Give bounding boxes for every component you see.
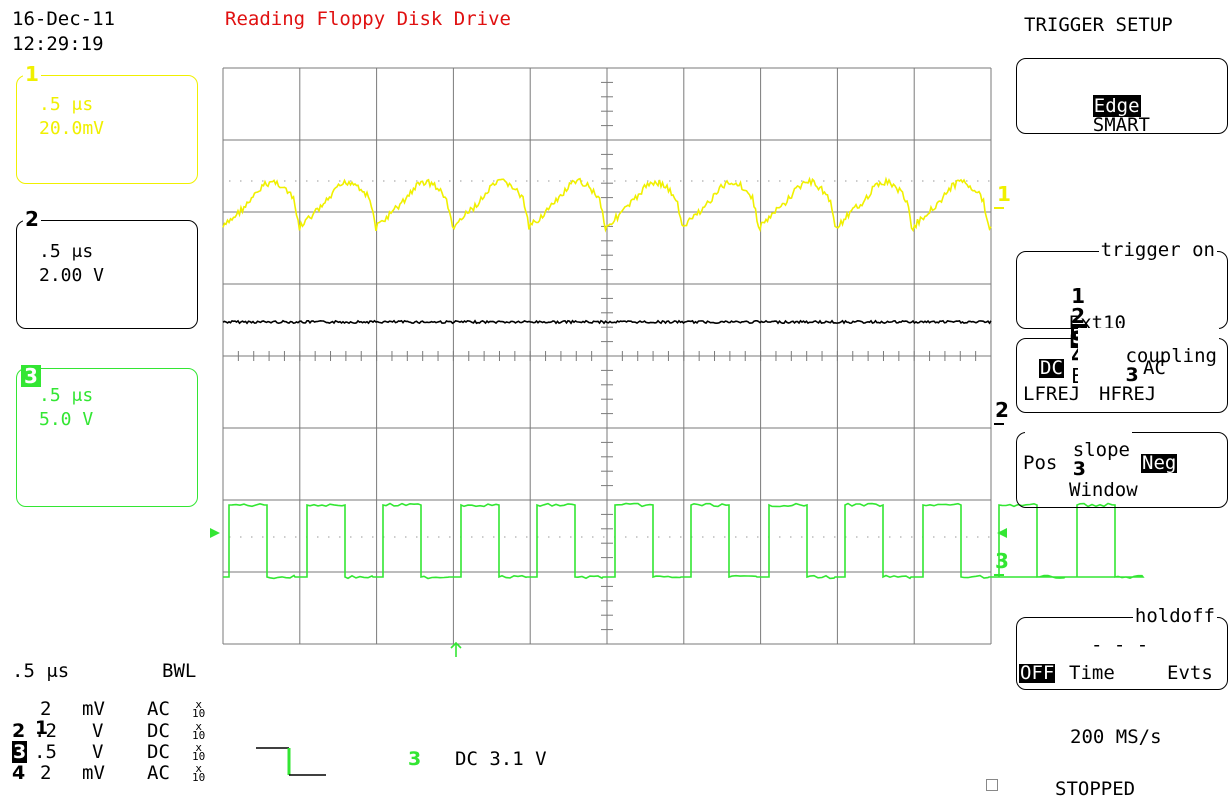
sample-rate: 200 MS/s [1070, 726, 1162, 748]
trigger-level-right-arrow [997, 528, 1007, 538]
date-label: 16-Dec-11 [12, 8, 115, 30]
trace-marker-1-line [994, 207, 1004, 209]
graticule-grid [222, 67, 992, 645]
coupling-channel: 3 [1125, 364, 1139, 386]
footer-ch-probe: x 10 [192, 762, 206, 784]
trace-marker-1: 1 [997, 182, 1011, 206]
channel-1-volts: 20.0mV [39, 118, 105, 139]
coupling-ac-option[interactable]: AC [1143, 357, 1166, 379]
trigger-source-title: trigger on [1098, 239, 1217, 261]
footer-ch-val: 2 [40, 762, 52, 784]
holdoff-value: - - - [1091, 634, 1149, 656]
slope-channel: 3 [1072, 458, 1086, 480]
footer-ch-unit: V [92, 741, 104, 763]
footer-ch-coupling: AC [147, 762, 170, 784]
trigger-source-menu[interactable]: trigger on 1 2 3 4 Ext Ext10 Line [1016, 241, 1228, 386]
footer-ch-probe: x 10 [192, 720, 206, 742]
footer-ch-probe: x 10 [192, 741, 206, 763]
coupling-lfrej-option[interactable]: LFREJ [1023, 383, 1081, 405]
footer-ch-val: 2 [40, 698, 52, 720]
channel-2-volts: 2.00 V [39, 265, 105, 286]
trace-marker-3: 3 [995, 549, 1009, 573]
footer-timebase: .5 μs [12, 660, 70, 682]
slope-title: slope [1072, 439, 1130, 461]
channel-3-volts: 5.0 V [39, 409, 94, 430]
channel-2-box[interactable]: 2 .5 μs 2.00 V [16, 209, 198, 329]
bwl-label: BWL [162, 660, 197, 682]
slope-menu[interactable]: slope 3 Pos Neg Window [1016, 422, 1228, 508]
slope-neg-option[interactable]: Neg [1141, 452, 1178, 474]
trace-marker-2-line [994, 423, 1004, 425]
source-2[interactable]: 2 [1071, 304, 1086, 328]
acquisition-status-checkbox [986, 779, 998, 791]
footer-ch-probe: x 10 [192, 698, 206, 720]
source-ext10[interactable]: Ext10 [1068, 312, 1126, 334]
trace-marker-3-line [994, 574, 1004, 576]
channel-3-timebase: .5 μs [39, 385, 94, 406]
channel-1-number: 1 [23, 62, 41, 86]
trigger-position-arrow [450, 641, 462, 657]
trigger-slope-icon [256, 747, 326, 776]
waveform-title: Reading Floppy Disk Drive [225, 8, 511, 30]
footer-ch-num: 3 [12, 741, 28, 763]
holdoff-off-option[interactable]: OFF [1019, 662, 1056, 684]
trace-channel-1 [222, 176, 992, 233]
trace-channel-3 [223, 502, 1145, 580]
footer-trigger-channel: 3 [408, 748, 422, 770]
footer-ch-coupling: AC [147, 698, 170, 720]
source-1[interactable]: 1 [1071, 284, 1086, 308]
holdoff-evts-option[interactable]: Evts [1167, 662, 1213, 684]
time-label: 12:29:19 [12, 33, 104, 55]
trigger-level-left-arrow [210, 528, 220, 538]
footer-ch-num: 1 [34, 717, 49, 739]
coupling-hfrej-option[interactable]: HFREJ [1099, 383, 1157, 405]
channel-2-number: 2 [23, 207, 41, 231]
footer-ch-val: .5 [34, 741, 57, 763]
trace-channel-2 [222, 319, 992, 325]
smart-option[interactable]: SMART [1092, 114, 1150, 136]
channel-3-box[interactable]: 3 .5 μs 5.0 V [16, 365, 198, 507]
menu-title: TRIGGER SETUP [1024, 14, 1173, 36]
coupling-dc-option[interactable]: DC [1039, 357, 1064, 379]
trigger-type-menu[interactable]: Edge SMART [1016, 58, 1228, 136]
footer-ch-coupling: DC [147, 741, 170, 763]
holdoff-title: holdoff [1132, 605, 1217, 627]
footer-ch-num: 2 [12, 720, 26, 742]
channel-3-number: 3 [21, 365, 41, 387]
footer-ch-val: .2 [34, 720, 57, 742]
footer-ch-unit: mV [82, 698, 105, 720]
channel-1-timebase: .5 μs [39, 94, 94, 115]
footer-ch-unit: mV [82, 762, 105, 784]
coupling-menu[interactable]: coupling 3 DC AC LFREJ HFREJ [1016, 328, 1228, 413]
trace-marker-2: 2 [995, 398, 1009, 422]
footer-channel-row: 1 [12, 700, 48, 738]
footer-trigger-info: DC 3.1 V [455, 748, 547, 770]
holdoff-menu[interactable]: holdoff - - - OFF Time Evts [1016, 607, 1228, 690]
footer-ch-unit: V [92, 720, 104, 742]
holdoff-time-option[interactable]: Time [1069, 662, 1115, 684]
channel-2-timebase: .5 μs [39, 241, 94, 262]
edge-option[interactable]: Edge [1092, 95, 1141, 117]
acquisition-state: STOPPED [1055, 778, 1136, 800]
coupling-title: coupling [1125, 345, 1217, 367]
footer-ch-coupling: DC [147, 720, 170, 742]
slope-window-option[interactable]: Window [1069, 479, 1138, 501]
channel-1-box[interactable]: 1 .5 μs 20.0mV [16, 64, 198, 184]
slope-pos-option[interactable]: Pos [1023, 452, 1058, 474]
footer-ch-num: 4 [12, 762, 26, 784]
